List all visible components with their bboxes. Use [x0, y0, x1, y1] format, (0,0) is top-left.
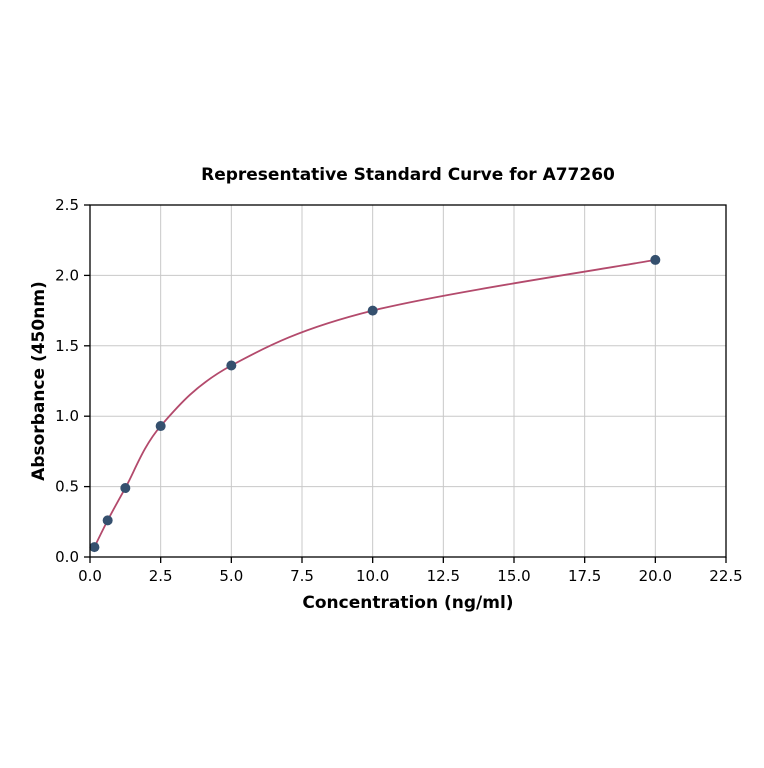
- x-axis-label: Concentration (ng/ml): [302, 593, 513, 613]
- data-point-marker: [120, 483, 131, 494]
- y-tick-label: 0.0: [55, 548, 79, 566]
- data-points: [89, 254, 661, 553]
- x-tick-labels: 0.0 2.5 5.0 7.5 10.0 12.5 15.0 17.5 20.0 22.5: [78, 567, 743, 585]
- data-point-marker: [89, 542, 100, 553]
- x-tick-label: 0.0: [78, 567, 102, 585]
- grid-lines: [89, 204, 727, 558]
- y-tick-labels: 0.0 0.5 1.0 1.5 2.0 2.5: [55, 196, 79, 566]
- data-point-marker: [155, 421, 166, 432]
- data-point-marker: [650, 254, 661, 265]
- x-tick-label: 12.5: [427, 567, 460, 585]
- y-tick-label: 2.0: [55, 266, 79, 284]
- data-point-marker: [226, 360, 237, 371]
- x-tick-label: 22.5: [709, 567, 742, 585]
- x-tick-label: 17.5: [568, 567, 601, 585]
- plot-border: [89, 204, 727, 558]
- y-tick-label: 0.5: [55, 478, 79, 496]
- axis-ticks: [84, 204, 727, 563]
- x-tick-label: 10.0: [356, 567, 389, 585]
- y-tick-label: 2.5: [55, 196, 79, 214]
- x-tick-label: 15.0: [497, 567, 530, 585]
- x-tick-label: 2.5: [149, 567, 173, 585]
- data-point-marker: [102, 515, 113, 526]
- x-tick-label: 5.0: [219, 567, 243, 585]
- fit-curve: [93, 259, 656, 548]
- y-tick-label: 1.5: [55, 337, 79, 355]
- data-point-marker: [367, 305, 378, 316]
- x-tick-label: 20.0: [639, 567, 672, 585]
- y-axis-label: Absorbance (450nm): [29, 281, 49, 481]
- chart-title: Representative Standard Curve for A77260: [201, 165, 615, 185]
- x-tick-label: 7.5: [290, 567, 314, 585]
- y-tick-label: 1.0: [55, 407, 79, 425]
